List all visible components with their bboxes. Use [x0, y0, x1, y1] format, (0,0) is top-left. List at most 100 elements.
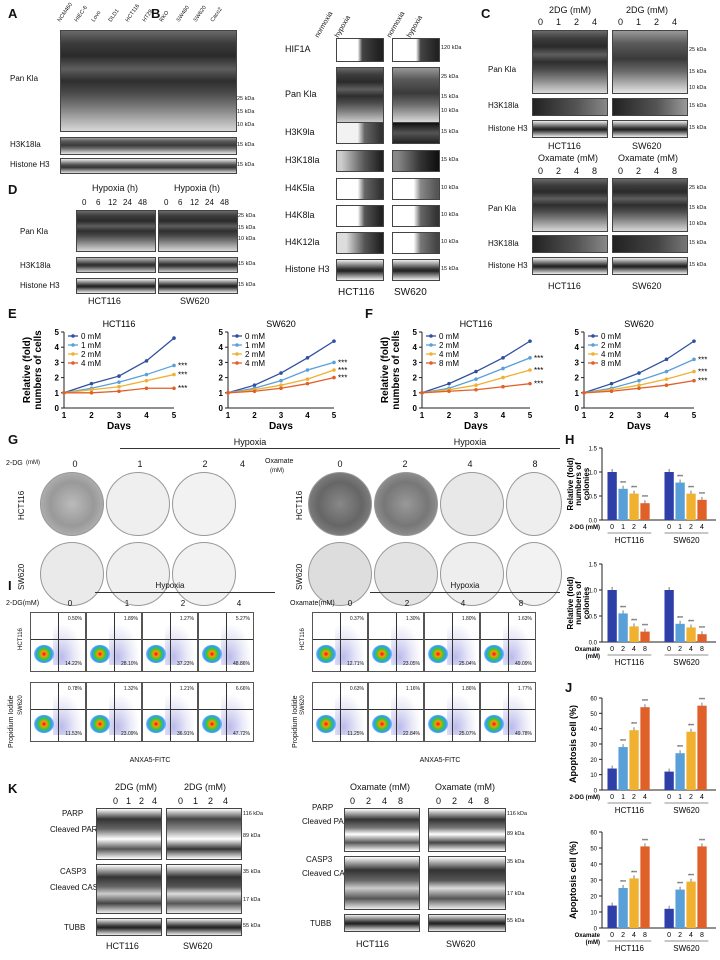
- data-point: [692, 378, 696, 383]
- legend-marker: [591, 343, 595, 347]
- bar: [607, 768, 617, 790]
- lane-label: DLD1: [107, 8, 121, 24]
- facs-gate-h: [143, 709, 197, 711]
- blot-c-h3k18la-hct116: [532, 98, 608, 116]
- data-point: [332, 339, 336, 343]
- facs-density: [427, 644, 449, 664]
- row-label: H3K18la: [20, 261, 51, 270]
- i-xlabel: ANXA5-FITC: [129, 757, 171, 764]
- data-point: [279, 386, 283, 391]
- facs-gate-v: [114, 613, 115, 671]
- c-ox-title: Oxamate (mM): [617, 153, 678, 163]
- legend-marker: [429, 334, 433, 338]
- lane-label: HIEC-6: [73, 5, 89, 24]
- cell-label: SW620: [183, 941, 213, 951]
- blot-k2-casp3-hct116: [344, 856, 420, 910]
- marker-label: 15 kDa: [689, 240, 707, 246]
- lane: 0: [618, 17, 624, 27]
- significance-mark: ***: [642, 699, 648, 705]
- significance-mark: ***: [698, 368, 707, 377]
- blot-b-h3k9la-sw620: [392, 122, 440, 144]
- facs-quadrant-lr: 11.53%: [65, 731, 82, 737]
- legend-marker: [71, 343, 75, 347]
- x-tick-label: 0: [610, 646, 614, 653]
- marker-label: 10 kDa: [689, 221, 707, 227]
- blot-c-h3-sw620: [612, 120, 688, 138]
- x-tick-label: 4: [689, 932, 693, 939]
- facs-gate-h: [369, 639, 423, 641]
- marker-label: 35 kDa: [507, 859, 525, 865]
- data-point: [332, 360, 336, 365]
- y-axis-label: numbers of: [574, 462, 583, 506]
- facs-quadrant-lr: 14.22%: [65, 661, 82, 667]
- x-tick-label: 2: [678, 646, 682, 653]
- legend-label: 0 mM: [81, 332, 101, 341]
- y-tick-label: 30: [590, 879, 597, 885]
- data-point: [501, 366, 505, 371]
- bar: [607, 590, 617, 642]
- data-point: [692, 339, 696, 343]
- facs-quadrant-lr: 49.09%: [515, 661, 532, 667]
- y-tick-label: 0: [575, 404, 580, 413]
- y-tick-label: 1.0: [589, 471, 598, 477]
- blot-k-tubb-hct116: [96, 918, 162, 936]
- facs-plot: 1.27% 37.23%: [142, 612, 198, 672]
- blot-k2-parp-sw620: [428, 808, 506, 852]
- legend-label: 0 mM: [439, 332, 459, 341]
- panel-label-j: J: [565, 680, 573, 695]
- row-label: Histone H3: [10, 160, 50, 169]
- lane: 4: [223, 796, 229, 806]
- facs-quadrant-ur: 1.63%: [517, 616, 532, 622]
- facs-gate-h: [199, 709, 253, 711]
- blot-b-pankla-sw620: [392, 67, 440, 125]
- legend-marker: [235, 334, 239, 338]
- data-point: [664, 357, 669, 362]
- significance-mark: ***: [677, 475, 683, 481]
- lane-label: Lovo: [90, 9, 103, 24]
- data-point: [117, 374, 121, 378]
- i-ox-label: Oxamate(mM): [290, 600, 335, 607]
- bar: [629, 878, 639, 928]
- x-tick-label: 4: [689, 646, 693, 653]
- legend-label: 8 mM: [439, 359, 459, 368]
- y-axis-label: Relative (fold): [380, 337, 391, 403]
- lane: 48: [220, 198, 229, 207]
- bar: [607, 905, 617, 928]
- facs-gate-h: [425, 709, 479, 711]
- facs-density: [33, 644, 55, 664]
- chart-title: SW620: [624, 319, 654, 329]
- data-point: [474, 369, 478, 374]
- blot-b-h3k18la-hct116: [336, 150, 384, 172]
- cell-label: HCT116: [548, 281, 581, 291]
- data-point: [332, 375, 336, 380]
- blot-b-h3-hct116: [336, 259, 384, 281]
- x-tick-label: 2: [621, 646, 625, 653]
- x-axis-label: Days: [627, 421, 651, 430]
- significance-mark: ***: [677, 745, 683, 751]
- marker-label: 10 kDa: [441, 212, 459, 218]
- i-hypoxia-label-2: Hypoxia: [450, 581, 480, 590]
- lane: 4: [654, 166, 660, 176]
- lane: 0: [436, 796, 442, 806]
- lane: 2: [208, 796, 214, 806]
- facs-quadrant-lr: 11.25%: [347, 731, 364, 737]
- facs-plot: 0.63% 11.25%: [312, 682, 368, 742]
- data-point: [528, 339, 532, 343]
- marker-label: 15 kDa: [689, 103, 707, 109]
- chart-title: HCT116: [460, 319, 493, 329]
- panel-label-b: B: [151, 6, 161, 21]
- significance-mark: ***: [688, 874, 694, 880]
- colony-plate: [308, 542, 372, 606]
- x-tick-label: 5: [528, 411, 533, 420]
- legend-marker: [235, 352, 239, 356]
- x-tick-label: 8: [700, 646, 704, 653]
- y-tick-label: 1.0: [589, 589, 598, 595]
- g-hypoxia-label-2: Hypoxia: [453, 437, 487, 447]
- row-label: Histone H3: [285, 264, 330, 274]
- y-tick-label: 0: [413, 404, 418, 413]
- blot-c-h3-hct116: [532, 120, 608, 138]
- legend-marker: [71, 352, 75, 356]
- facs-quadrant-ur: 0.37%: [349, 616, 364, 622]
- facs-density: [89, 714, 111, 734]
